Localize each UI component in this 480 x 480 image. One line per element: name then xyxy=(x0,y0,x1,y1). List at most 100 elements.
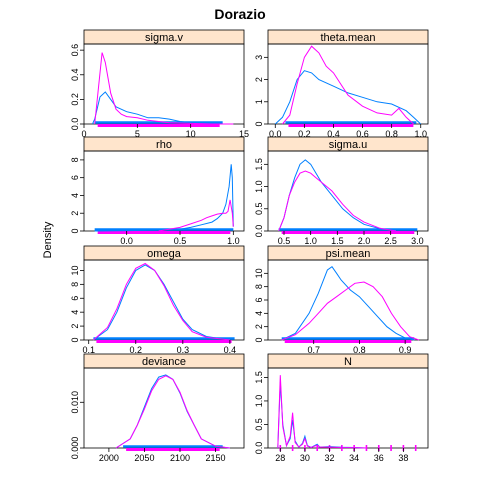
y-tick-label: 10 xyxy=(70,265,80,275)
strip-label: rho xyxy=(156,139,172,151)
y-tick-label: 2 xyxy=(70,324,80,329)
figure-title: Dorazio xyxy=(214,6,265,22)
density-line-series-1 xyxy=(278,159,397,232)
y-tick-label: 0.000 xyxy=(70,437,80,460)
x-tick-label: 34 xyxy=(349,453,359,463)
x-tick-label: 0.5 xyxy=(278,236,291,246)
x-tick-label: 28 xyxy=(275,453,285,463)
y-tick-label: 1.5 xyxy=(254,371,264,384)
density-line-series-2 xyxy=(158,199,234,232)
y-tick-label: 0.4 xyxy=(70,69,80,82)
x-tick-label: 0.4 xyxy=(224,345,237,355)
x-tick-label: 0.4 xyxy=(327,129,340,139)
panel-sigma-v: sigma.v 0 5 10 15 0.0 0.2 0.4 0.6 xyxy=(70,29,249,139)
density-line-series-1 xyxy=(115,374,230,449)
y-tick-label: 0.2 xyxy=(70,93,80,106)
density-line-series-2 xyxy=(115,375,230,449)
plot-frame xyxy=(83,367,245,449)
y-tick-label: 8 xyxy=(254,284,264,289)
y-tick-label: 0 xyxy=(70,337,80,342)
y-tick-label: 0 xyxy=(254,337,264,342)
y-axis-label: Density xyxy=(42,221,54,258)
x-tick-label: 10 xyxy=(186,129,196,139)
strip-label: psi.mean xyxy=(326,248,371,260)
density-line-series-1 xyxy=(281,265,415,341)
panel-psi-mean: psi.mean 0.7 0.8 0.9 0 2 4 6 8 10 xyxy=(254,245,429,355)
plot-frame xyxy=(83,43,245,125)
x-tick-label: 32 xyxy=(325,453,335,463)
plot-frame xyxy=(267,150,429,232)
x-tick-label: 2000 xyxy=(99,453,119,463)
x-tick-label: 0.6 xyxy=(356,129,369,139)
x-tick-label: 1.5 xyxy=(331,236,344,246)
plot-frame xyxy=(83,150,245,232)
panel-sigma-u: sigma.u 0.5 1.0 1.5 2.0 2.5 3.0 0.0 0.5 1.0 1.5 xyxy=(254,136,429,246)
x-tick-label: 2150 xyxy=(206,453,226,463)
x-tick-label: 0.3 xyxy=(177,345,190,355)
panel-rho: rho 0.0 0.5 1.0 0 2 4 6 8 xyxy=(70,136,245,246)
density-line-series-1 xyxy=(274,70,422,125)
x-tick-label: 2100 xyxy=(170,453,190,463)
density-line-series-2 xyxy=(277,375,367,449)
y-tick-label: 0.0 xyxy=(254,225,264,238)
x-tick-label: 2050 xyxy=(134,453,154,463)
x-tick-label: 1.0 xyxy=(227,236,240,246)
density-line-series-2 xyxy=(93,262,230,341)
y-tick-label: 8 xyxy=(70,282,80,287)
strip-label: sigma.u xyxy=(329,139,368,151)
y-tick-label: 6 xyxy=(70,175,80,180)
panel-theta-mean: theta.mean 0.0 0.2 0.4 0.6 0.8 1.0 0 1 2 3 xyxy=(254,29,429,139)
y-tick-label: 2 xyxy=(254,77,264,82)
x-tick-label: 0.9 xyxy=(399,345,412,355)
density-line-series-2 xyxy=(94,52,234,125)
x-tick-label: 0.7 xyxy=(307,345,320,355)
y-tick-label: 1.0 xyxy=(254,395,264,408)
y-tick-label: 0.5 xyxy=(254,203,264,216)
y-tick-label: 0 xyxy=(254,121,264,126)
density-line-series-1 xyxy=(277,382,367,449)
x-tick-label: 15 xyxy=(239,129,249,139)
plot-frame xyxy=(267,367,429,449)
x-tick-label: 2.0 xyxy=(358,236,371,246)
plot-frame xyxy=(267,43,429,125)
x-tick-label: 36 xyxy=(374,453,384,463)
plot-frame xyxy=(267,259,429,341)
y-tick-label: 8 xyxy=(70,157,80,162)
x-tick-label: 0.0 xyxy=(120,236,133,246)
strip-label: omega xyxy=(147,248,182,260)
x-tick-label: 0.2 xyxy=(298,129,311,139)
y-tick-label: 2 xyxy=(254,324,264,329)
y-tick-label: 0.0 xyxy=(254,442,264,455)
strip-label: sigma.v xyxy=(145,32,183,44)
y-tick-label: 10 xyxy=(254,268,264,278)
x-tick-label: 5 xyxy=(135,129,140,139)
density-line-series-2 xyxy=(282,45,414,125)
y-tick-label: 6 xyxy=(254,297,264,302)
x-tick-label: 0.1 xyxy=(82,345,95,355)
y-tick-label: 1 xyxy=(254,99,264,104)
x-tick-label: 1.0 xyxy=(304,236,317,246)
panel-omega: omega 0.1 0.2 0.3 0.4 0 2 4 6 8 10 xyxy=(70,245,245,355)
x-tick-label: 0 xyxy=(81,129,86,139)
x-tick-label: 1.0 xyxy=(414,129,427,139)
y-tick-label: 0 xyxy=(70,228,80,233)
y-tick-label: 0.0 xyxy=(70,118,80,131)
y-tick-label: 0.010 xyxy=(70,391,80,414)
panel-deviance: deviance 2000 2050 2100 2150 0.000 0.010 xyxy=(70,353,245,463)
strip-label: N xyxy=(344,356,352,368)
y-tick-label: 0.6 xyxy=(70,44,80,57)
x-tick-label: 38 xyxy=(398,453,408,463)
y-tick-label: 4 xyxy=(70,193,80,198)
strip-label: theta.mean xyxy=(320,32,375,44)
x-tick-label: 2.5 xyxy=(384,236,397,246)
strip-label: deviance xyxy=(142,356,186,368)
x-tick-label: 30 xyxy=(300,453,310,463)
x-tick-label: 0.8 xyxy=(385,129,398,139)
y-tick-label: 3 xyxy=(254,55,264,60)
y-tick-label: 2 xyxy=(70,211,80,216)
panel-n: N 28 30 32 34 36 38 0.0 0.5 1.0 1.5 xyxy=(254,353,429,463)
x-tick-label: 0.8 xyxy=(353,345,366,355)
y-tick-label: 0.5 xyxy=(254,418,264,431)
